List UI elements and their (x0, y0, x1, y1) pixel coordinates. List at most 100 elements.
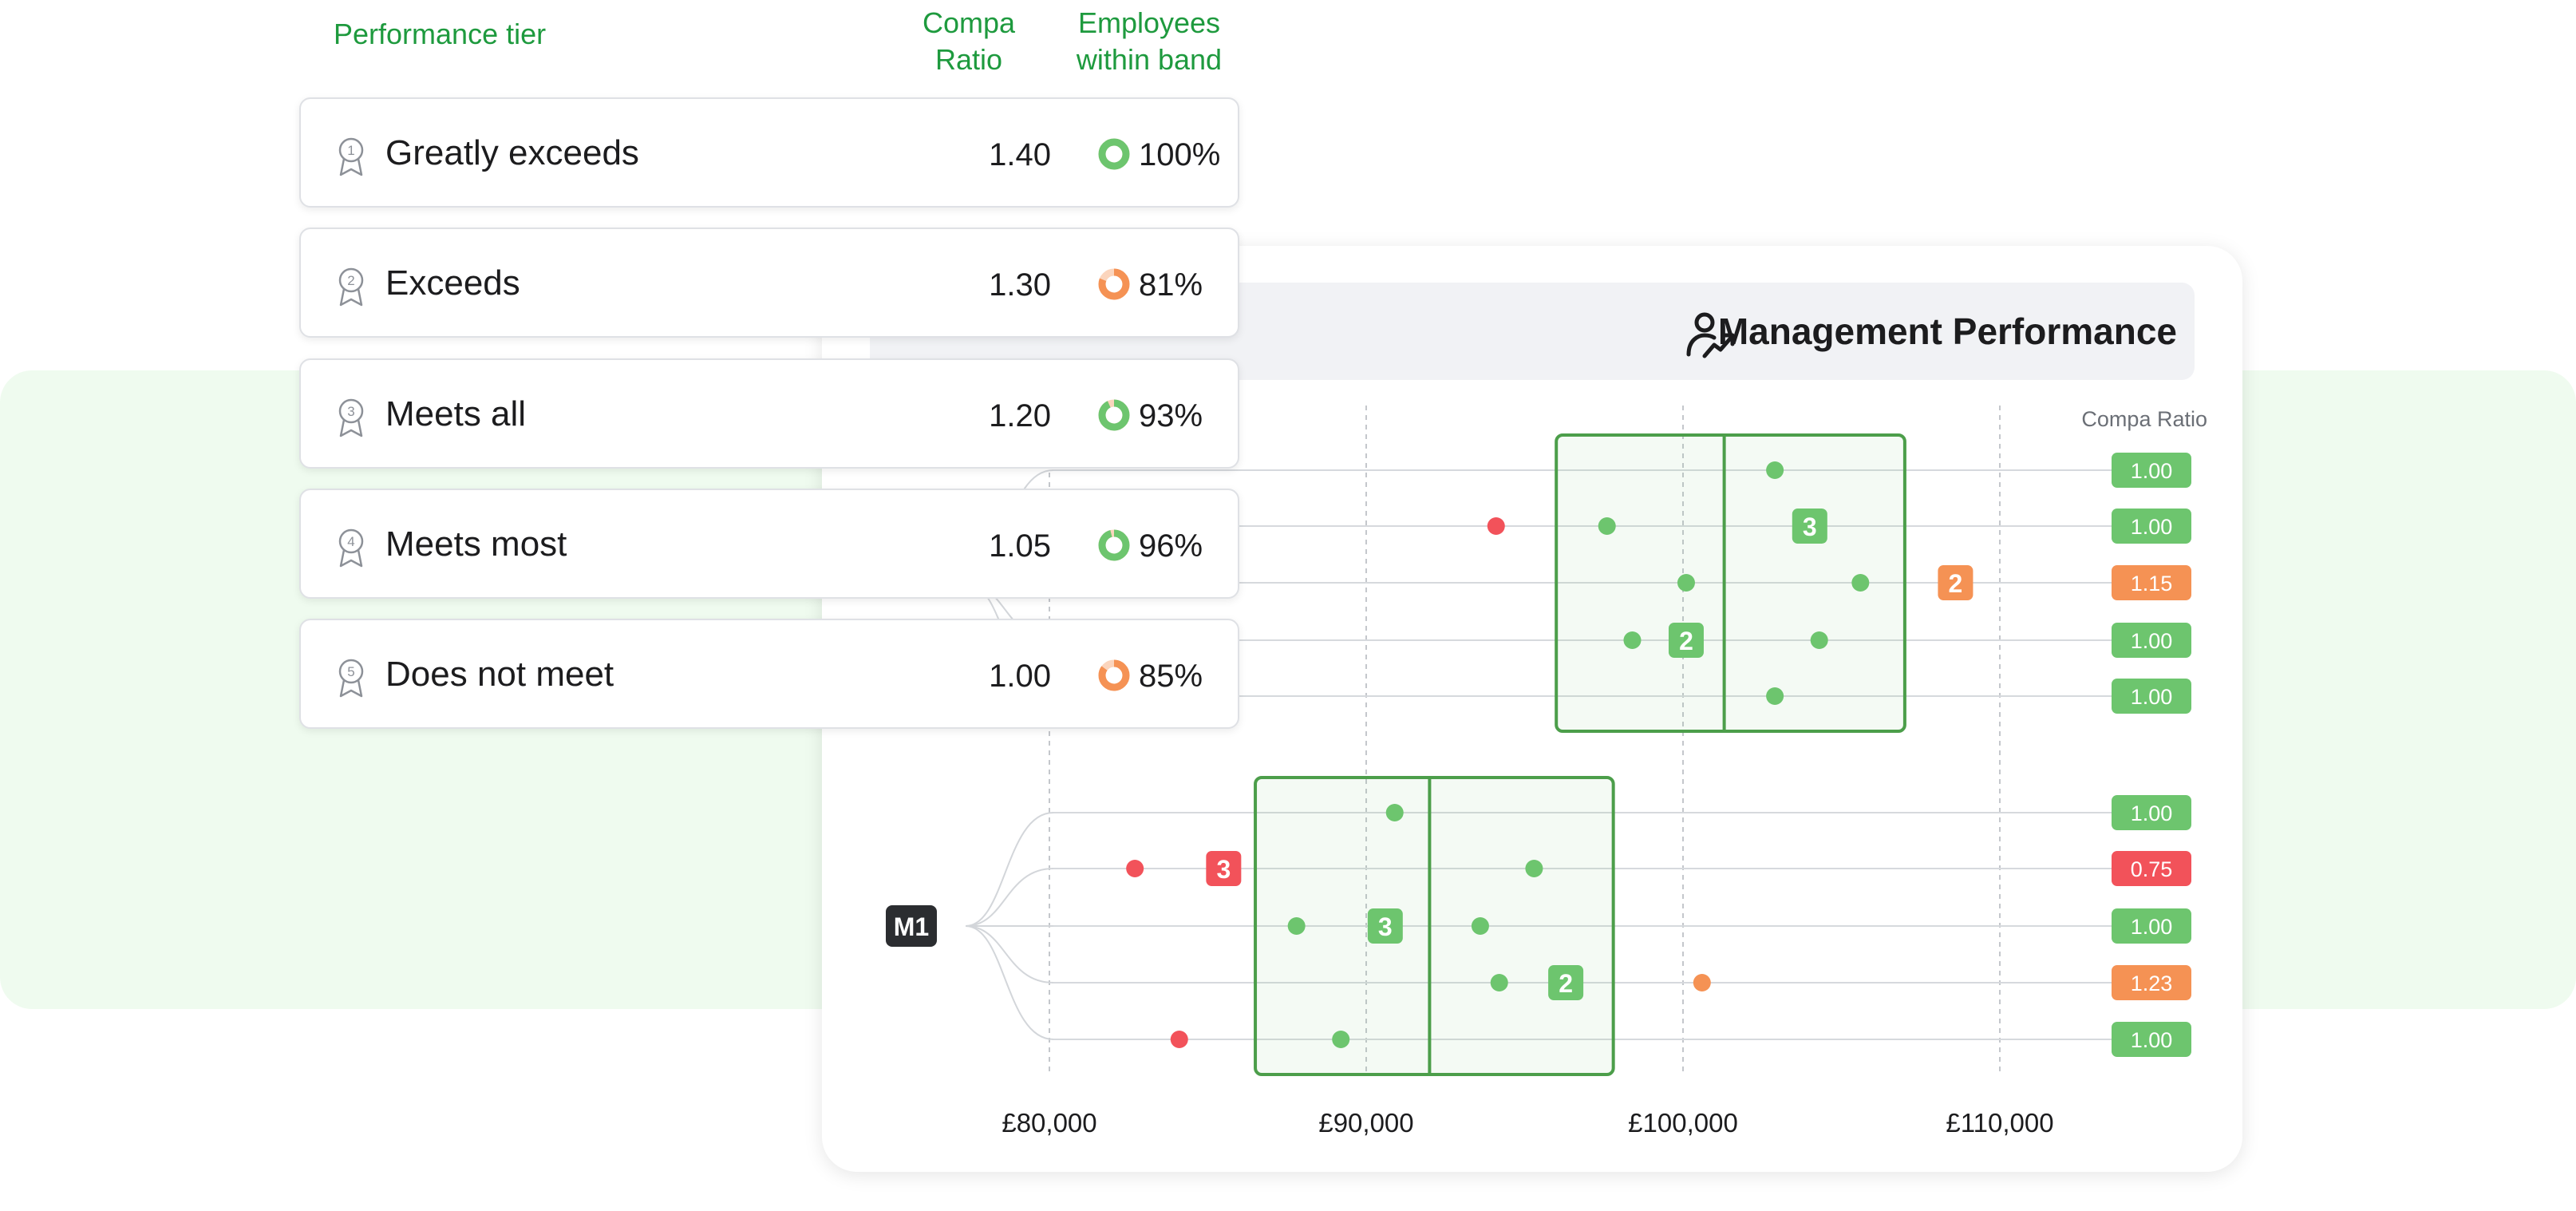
award-ribbon-icon: 5 (338, 659, 364, 698)
award-ribbon-icon: 3 (338, 398, 364, 437)
compa-ratio-badge (2112, 1022, 2191, 1057)
x-tick-label: £90,000 (1318, 1108, 1413, 1138)
cluster-badge (1548, 965, 1584, 1000)
tier-label: Exceeds (385, 263, 520, 303)
employee-point (1525, 860, 1543, 877)
employee-point (1490, 974, 1508, 991)
employee-point (1693, 974, 1711, 991)
compa-ratio-value: 1.00 (2131, 1028, 2173, 1052)
cluster-count: 2 (1559, 969, 1573, 998)
chart-title: Management Performance (1717, 311, 2177, 352)
compa-ratio-label: Compa Ratio (2081, 407, 2207, 431)
cluster-count: 2 (1949, 569, 1963, 598)
svg-text:5: 5 (347, 664, 354, 679)
tier-row[interactable]: 5 Does not meet 1.00 85% (299, 619, 1239, 729)
x-tick-label: £80,000 (1002, 1108, 1096, 1138)
employee-point (1287, 917, 1306, 935)
tier-label: Greatly exceeds (385, 133, 639, 172)
compa-ratio-badge (2112, 679, 2191, 714)
compa-ratio-value: 1.00 (2131, 801, 2173, 825)
group-node (886, 905, 937, 947)
employee-point (1126, 860, 1144, 877)
x-tick-label: £100,000 (1628, 1108, 1738, 1138)
employee-point (1598, 517, 1616, 535)
tier-employees-pct: 96% (1139, 528, 1203, 564)
user-trend-icon (1686, 312, 1735, 358)
tier-employees-pct: 93% (1139, 398, 1203, 433)
compa-ratio-value: 1.00 (2131, 629, 2173, 653)
compa-ratio-badge (2112, 851, 2191, 886)
award-ribbon-icon: 4 (338, 528, 364, 568)
compa-ratio-badge (2112, 965, 2191, 1000)
band-coverage-donut (1098, 399, 1130, 431)
band-coverage-donut (1098, 138, 1130, 170)
branch-line (965, 925, 1054, 1040)
compa-ratio-value: 1.00 (2131, 515, 2173, 539)
cluster-badge (1792, 509, 1827, 544)
compa-ratio-value: 1.00 (2131, 685, 2173, 709)
band-coverage-donut (1098, 659, 1130, 691)
cluster-badge (1367, 908, 1403, 944)
salary-band-box (1254, 776, 1615, 1076)
svg-text:3: 3 (347, 404, 354, 419)
band-coverage-donut (1098, 268, 1130, 300)
compa-ratio-value: 1.00 (2131, 459, 2173, 483)
tier-compa-ratio: 1.20 (989, 398, 1051, 433)
svg-text:2: 2 (347, 273, 354, 288)
employee-point (1385, 804, 1404, 821)
compa-ratio-badge (2112, 453, 2191, 488)
header-employees-within-band: Employees within band (1076, 6, 1223, 76)
compa-ratio-badge (2112, 509, 2191, 544)
cluster-count: 3 (1216, 855, 1231, 884)
compa-ratio-value: 1.15 (2131, 572, 2173, 596)
tier-label: Does not meet (385, 655, 614, 694)
tier-label: Meets most (385, 524, 567, 564)
employee-point (1677, 574, 1695, 592)
tier-row[interactable]: 1 Greatly exceeds 1.40 100% (299, 97, 1239, 208)
tier-label: Meets all (385, 394, 527, 433)
tier-row[interactable]: 3 Meets all 1.20 93% (299, 358, 1239, 469)
award-ribbon-icon: 1 (338, 137, 364, 176)
employee-point (1623, 631, 1642, 649)
compa-ratio-badge (2112, 795, 2191, 830)
cluster-badge (1206, 851, 1242, 886)
cluster-count: 3 (1803, 512, 1817, 541)
compa-ratio-badge (2112, 565, 2191, 600)
compa-ratio-value: 1.23 (2131, 972, 2173, 995)
employee-point (1170, 1031, 1188, 1048)
tier-employees-pct: 85% (1139, 659, 1203, 694)
tier-compa-ratio: 1.40 (989, 137, 1051, 172)
band-coverage-donut (1098, 529, 1130, 561)
x-tick-label: £110,000 (1946, 1108, 2053, 1138)
cluster-count: 3 (1378, 912, 1393, 941)
group-node-label: M1 (894, 912, 929, 941)
compa-ratio-value: 0.75 (2131, 857, 2173, 881)
compa-ratio-value: 1.00 (2131, 915, 2173, 939)
tier-compa-ratio: 1.30 (989, 267, 1051, 303)
employee-point (1851, 574, 1870, 592)
cluster-badge (1668, 623, 1704, 658)
award-ribbon-icon: 2 (338, 267, 364, 307)
svg-text:4: 4 (347, 534, 354, 549)
employee-point (1810, 631, 1828, 649)
compa-ratio-badge (2112, 623, 2191, 658)
tier-row[interactable]: 2 Exceeds 1.30 81% (299, 228, 1239, 338)
branch-line (965, 925, 1054, 983)
tier-compa-ratio: 1.05 (989, 528, 1051, 564)
cluster-badge (1938, 565, 1973, 600)
tier-employees-pct: 81% (1139, 267, 1203, 303)
employee-point (1332, 1031, 1350, 1048)
tier-employees-pct: 100% (1139, 137, 1221, 172)
compensation-chart: £80,000 £90,000 £100,000 £110,000 Compa Rati… (886, 406, 2207, 1138)
employee-point (1487, 517, 1505, 535)
tier-row[interactable]: 4 Meets most 1.05 96% (299, 489, 1239, 599)
cluster-count: 2 (1679, 627, 1693, 655)
employee-point (1766, 687, 1784, 705)
branch-line (965, 812, 1054, 927)
employee-point (1471, 917, 1489, 935)
tier-compa-ratio: 1.00 (989, 659, 1051, 694)
employee-point (1766, 461, 1784, 479)
compa-ratio-badge (2112, 908, 2191, 944)
svg-text:1: 1 (347, 143, 354, 158)
branch-line (965, 868, 1054, 927)
